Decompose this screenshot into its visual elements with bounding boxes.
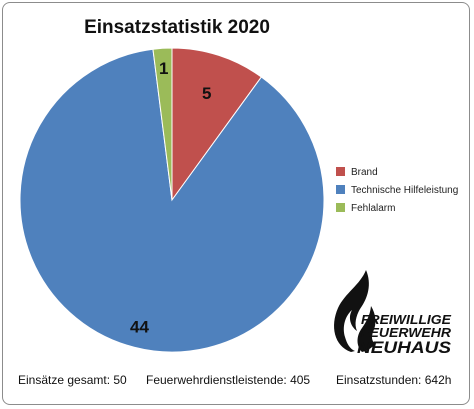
legend-swatch-technische-hilfeleistung <box>336 185 345 194</box>
legend-swatch-fehlalarm <box>336 203 345 212</box>
legend-swatch-brand <box>336 167 345 176</box>
footer-total-missions: Einsätze gesamt: 50 <box>18 373 127 387</box>
pie-data-label-fehlalarm: 1 <box>159 59 168 78</box>
pie-data-label-brand: 5 <box>202 84 211 103</box>
legend: Brand Technische Hilfeleistung Fehlalarm <box>336 167 458 214</box>
footer-mission-hours: Einsatzstunden: 642h <box>336 373 451 387</box>
footer-stats: Einsätze gesamt: 50 Feuerwehrdienstleist… <box>18 373 451 387</box>
pie-slice-brand <box>171 47 263 202</box>
legend-label-fehlalarm: Fehlalarm <box>351 203 395 214</box>
chart-title: Einsatzstatistik 2020 <box>84 17 270 38</box>
footer-members: Feuerwehrdienstleistende: 405 <box>146 373 310 387</box>
pie-slice-technische-hilfeleistung <box>19 48 325 353</box>
flame-inner-icon <box>357 306 376 352</box>
legend-label-brand: Brand <box>351 167 378 178</box>
logo-text-freiwillige: FREIWILLIGE <box>361 313 452 327</box>
pie-data-label-technische-hilfeleistung: 44 <box>130 318 149 337</box>
logo-text-feuerwehr: FEUERWEHR <box>361 326 451 340</box>
pie-data-labels: 5 44 1 <box>130 59 211 337</box>
flame-icon <box>334 270 369 352</box>
logo-text-neuhaus: NEUHAUS <box>357 338 452 357</box>
pie-slice-fehlalarm <box>152 47 173 201</box>
fire-brigade-logo: FREIWILLIGE FEUERWEHR NEUHAUS <box>334 270 452 357</box>
legend-label-technische-hilfeleistung: Technische Hilfeleistung <box>351 185 458 196</box>
pie-chart <box>19 47 325 353</box>
